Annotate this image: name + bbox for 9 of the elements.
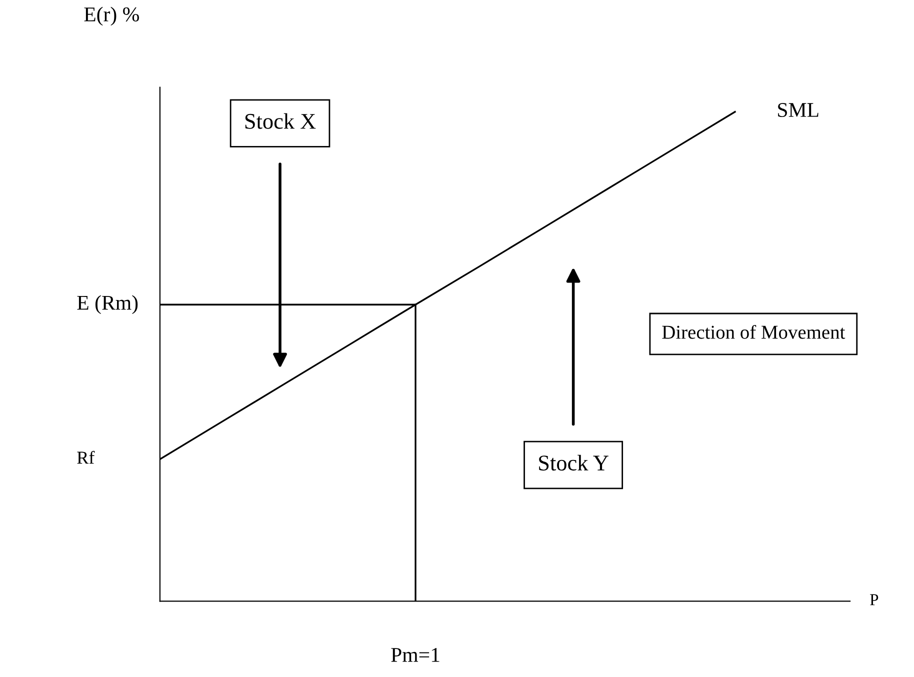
annotation: Direction of Movement <box>662 324 846 339</box>
annotation: Stock X <box>245 113 316 129</box>
text: SML <box>778 103 818 118</box>
text: Rf <box>77 450 95 464</box>
ref-line-label: E (Rm) <box>77 295 138 314</box>
annotation: Stock Y <box>539 454 608 471</box>
text: Pm=1 <box>391 648 440 662</box>
text: P <box>870 594 878 606</box>
y-axis-title: E(r) % <box>84 6 139 26</box>
